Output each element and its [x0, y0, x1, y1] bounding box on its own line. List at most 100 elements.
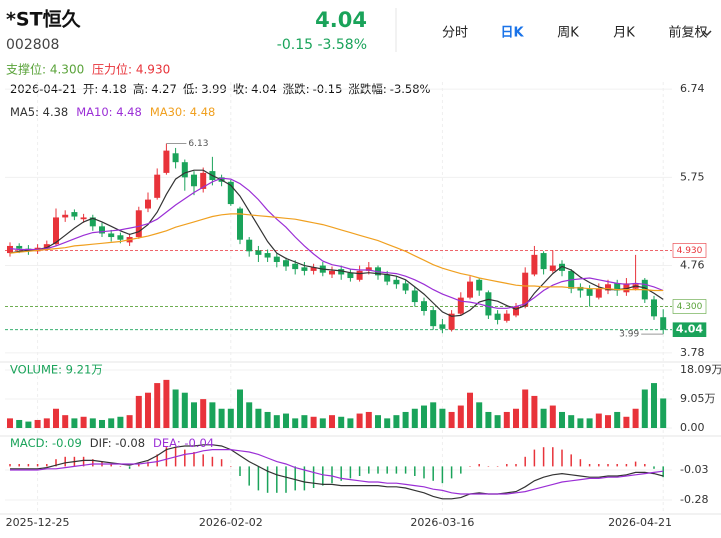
candle-body [43, 244, 50, 248]
volume-bar [632, 408, 639, 428]
volume-bar [34, 419, 41, 428]
candle-body [439, 324, 446, 329]
volume-bar [292, 418, 299, 428]
candle-body [80, 217, 87, 220]
macd-bar [266, 466, 269, 493]
candle-body [329, 270, 335, 275]
macd-bar [340, 466, 342, 481]
volume-bar [145, 392, 151, 428]
candle-body [181, 162, 188, 178]
volume-bar [283, 413, 289, 428]
volume-bar [329, 415, 335, 428]
y-tick-label: 6.74 [680, 82, 705, 95]
candle-body [16, 245, 23, 249]
volume-bar [375, 415, 381, 428]
macd-bar [395, 466, 398, 474]
volume-bar [181, 392, 188, 428]
tab[interactable]: 月K [613, 26, 635, 41]
reference-label-box [672, 243, 707, 258]
volume-bar [347, 418, 354, 428]
macd-bar [616, 464, 618, 467]
indicator-line [10, 449, 664, 495]
volume-bar [301, 415, 308, 428]
macd-bar [322, 466, 324, 486]
candle-body [135, 210, 142, 238]
volume-bar [586, 418, 593, 428]
candle-body [513, 306, 519, 316]
volume-bar [430, 402, 437, 428]
candle-body [384, 274, 391, 282]
info-value: -0.15 [313, 82, 343, 96]
candle-body [402, 283, 409, 291]
volume-bar [227, 408, 234, 428]
volume-bar [457, 405, 464, 428]
macd-bar [193, 452, 195, 467]
volume-bar [494, 415, 501, 428]
macd-bar [349, 466, 352, 479]
reference-label: 4.930 [677, 246, 703, 256]
x-tick-label: 2025-12-25 [6, 516, 70, 529]
macd-bar [460, 466, 462, 474]
macd-bar [634, 461, 637, 467]
candle-body [356, 270, 363, 280]
candle-body [172, 153, 179, 163]
y-tick-label: 4.76 [680, 259, 705, 272]
resistance-level: 压力位: 4.930 [92, 62, 170, 77]
tab[interactable]: 分时 [442, 26, 468, 41]
tab[interactable]: 前复权 [668, 25, 707, 41]
macd-bar [469, 466, 471, 467]
info-label: 高: [133, 82, 148, 96]
macd-bar [441, 466, 444, 484]
x-tick-label: 2026-03-16 [410, 516, 474, 529]
macd-bar [478, 464, 480, 467]
volume-bar [62, 415, 69, 428]
dropdown-arrow[interactable] [702, 30, 712, 37]
volume-bar [476, 402, 483, 428]
macd-bar [515, 464, 517, 467]
last-price: 4.04 [315, 8, 367, 32]
volume-bar [126, 415, 133, 428]
macd-bar [496, 466, 499, 467]
candle-body [448, 313, 455, 330]
candle-body [227, 181, 234, 205]
volume-bar [218, 408, 225, 428]
candle-body [467, 281, 473, 298]
y-tick-label: -0.28 [680, 493, 708, 506]
candle-body [347, 272, 354, 279]
macd-bar [230, 466, 232, 467]
volume-bar [338, 416, 345, 428]
info-label: 开: [83, 82, 98, 96]
macd-bar [147, 461, 149, 467]
volume-bar [605, 415, 611, 428]
support-level: 支撑位: 4.300 [6, 62, 84, 77]
candle-body [586, 288, 593, 296]
y-tick-label: 18.09万 [680, 363, 721, 376]
macd-bar [588, 464, 591, 467]
macd-bar [487, 466, 490, 467]
volume-bar [89, 418, 96, 428]
macd-bar [432, 466, 434, 481]
macd-bar [55, 459, 57, 467]
annotation: 3.99 [619, 330, 639, 340]
candle-body [89, 217, 96, 227]
tab[interactable]: 日K [500, 26, 524, 41]
annotation: 6.13 [188, 139, 208, 149]
macd-bar [257, 466, 260, 491]
info-value: 4.04 [251, 82, 277, 96]
macd-bar [404, 466, 407, 474]
candle-body [421, 301, 427, 311]
indicator-line [9, 177, 664, 309]
volume-bar [513, 408, 519, 428]
candle-body [393, 279, 400, 285]
volume-bar [108, 418, 115, 428]
macd-bar [248, 466, 250, 486]
volume-bar [540, 408, 547, 428]
candle-body [62, 214, 69, 218]
volume-bar [467, 392, 473, 428]
tab[interactable]: 周K [557, 26, 579, 41]
macd-bar [312, 466, 315, 488]
macd-bar [285, 466, 287, 493]
candle-body [191, 174, 197, 187]
candle-body [411, 290, 418, 303]
